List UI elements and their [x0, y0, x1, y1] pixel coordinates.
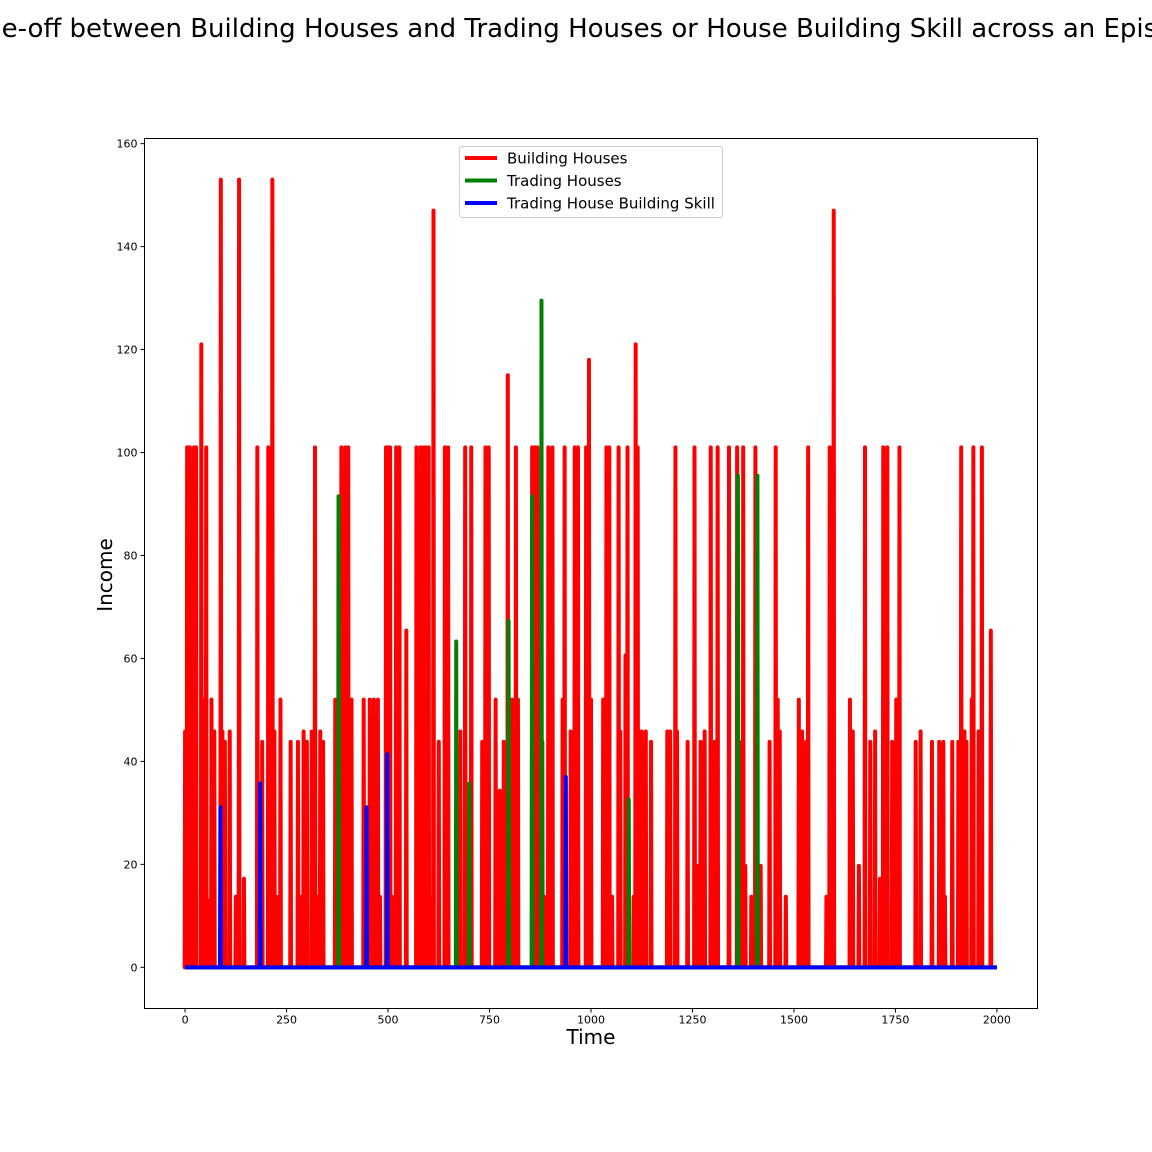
series-layer — [182, 177, 997, 970]
legend-box — [459, 146, 723, 218]
y-tick-label: 160 — [117, 138, 138, 151]
y-tick-label: 40 — [124, 755, 138, 768]
x-tick-label: 1000 — [577, 1014, 605, 1027]
series-line-0 — [182, 177, 997, 970]
legend-label: Building Houses — [507, 150, 628, 168]
y-tick-label: 100 — [117, 447, 138, 460]
y-axis: 0 20 40 60 80 100 120 140 160 — [117, 138, 145, 974]
x-tick-label: 750 — [479, 1014, 500, 1027]
x-tick-label: 2000 — [983, 1014, 1011, 1027]
y-axis-label: Income — [93, 538, 117, 612]
y-tick-label: 20 — [124, 858, 138, 871]
x-tick-label: 250 — [276, 1014, 297, 1027]
x-tick-label: 0 — [182, 1014, 189, 1027]
y-tick-label: 120 — [117, 344, 138, 357]
x-tick-label: 1750 — [881, 1014, 909, 1027]
series-line-1 — [185, 298, 997, 970]
y-tick-label: 80 — [124, 549, 138, 562]
x-tick-label: 500 — [378, 1014, 399, 1027]
x-axis: 0 250 500 750 1000 1250 1500 1750 2000 — [182, 1008, 1011, 1027]
series-line-2 — [185, 752, 997, 970]
x-tick-label: 1500 — [780, 1014, 808, 1027]
legend: Building Houses Trading Houses Trading Hou… — [459, 146, 723, 218]
legend-label: Trading Houses — [506, 172, 622, 190]
legend-label: Trading House Building Skill — [506, 195, 715, 213]
x-tick-label: 1250 — [678, 1014, 706, 1027]
y-tick-label: 60 — [124, 652, 138, 665]
x-axis-label: Time — [566, 1025, 616, 1049]
y-tick-label: 140 — [117, 241, 138, 254]
y-tick-label: 0 — [131, 961, 138, 974]
chart-title: Trade-off between Building Houses and Tr… — [0, 14, 1152, 44]
